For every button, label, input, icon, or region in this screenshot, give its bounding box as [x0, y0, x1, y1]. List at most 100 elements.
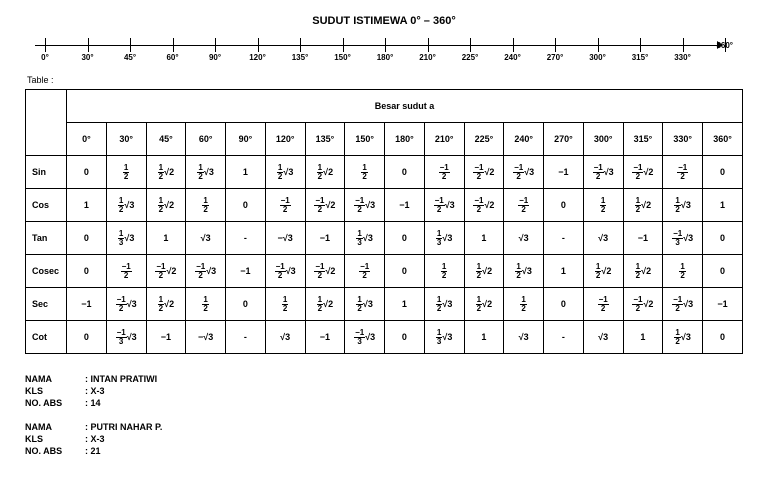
numberline-tick: [300, 38, 301, 52]
table-cell: −12√2: [623, 156, 663, 189]
table-cell: 12√2: [623, 255, 663, 288]
numberline-end-label: 360°: [716, 41, 733, 50]
table-cell: 12: [265, 288, 305, 321]
table-cell: −12: [583, 288, 623, 321]
table-cell: 0: [385, 222, 425, 255]
table-cell: 13√3: [424, 222, 464, 255]
table-cell: 0: [544, 288, 584, 321]
table-cell: −12: [345, 255, 385, 288]
table-cell: −1: [226, 255, 266, 288]
table-cell: −12: [265, 189, 305, 222]
table-row: Sin01212√212√3112√312√2120−12−12√2−12√3−…: [26, 156, 743, 189]
meta-value: 14: [85, 398, 101, 408]
table-cell: 0: [67, 321, 107, 354]
numberline-label: 180°: [377, 53, 394, 62]
table-row: Cos112√312√2120−12−12√2−12√3−1−12√3−12√2…: [26, 189, 743, 222]
numberline-tick: [88, 38, 89, 52]
table-cell: √3: [583, 321, 623, 354]
angle-header: 45°: [146, 123, 186, 156]
table-cell: −12: [663, 156, 703, 189]
numberline-tick: [343, 38, 344, 52]
table-cell: −12√3: [106, 288, 146, 321]
table-cell: 1: [226, 156, 266, 189]
table-cell: −1: [305, 222, 345, 255]
table-cell: 0: [703, 255, 743, 288]
table-cell: -: [226, 222, 266, 255]
table-cell: −12√3: [424, 189, 464, 222]
numberline-label: 300°: [589, 53, 606, 62]
meta-row: NO. ABS14: [25, 398, 743, 408]
table-cell: -: [544, 222, 584, 255]
table-cell: 12√2: [583, 255, 623, 288]
table-cell: 12√3: [504, 255, 544, 288]
table-cell: −1: [385, 189, 425, 222]
table-cell: 12√2: [305, 156, 345, 189]
table-cell: √3: [186, 222, 226, 255]
table-cell: 12: [663, 255, 703, 288]
angle-header: 150°: [345, 123, 385, 156]
table-cell: −13√3: [106, 321, 146, 354]
table-cell: 0: [226, 288, 266, 321]
table-cell: 1: [385, 288, 425, 321]
meta-value: X-3: [85, 386, 105, 396]
table-cell: 12√3: [424, 288, 464, 321]
row-header: Sec: [26, 288, 67, 321]
numberline-tick: [513, 38, 514, 52]
table-cell: 12√3: [265, 156, 305, 189]
numberline-tick: [470, 38, 471, 52]
table-cell: 13√3: [345, 222, 385, 255]
table-cell: −12: [504, 189, 544, 222]
numberline-label: 30°: [81, 53, 93, 62]
angle-header: 315°: [623, 123, 663, 156]
table-cell: −12√2: [305, 255, 345, 288]
table-cell: 12: [504, 288, 544, 321]
table-cell: 0: [703, 321, 743, 354]
table-cell: 12√3: [345, 288, 385, 321]
row-header: Sin: [26, 156, 67, 189]
table-cell: −1: [67, 288, 107, 321]
table-cell: 0: [226, 189, 266, 222]
table-cell: 12: [106, 156, 146, 189]
numberline-tick: [258, 38, 259, 52]
numberline-label: 210°: [419, 53, 436, 62]
angle-header: 270°: [544, 123, 584, 156]
table-cell: −12√2: [305, 189, 345, 222]
table-cell: 12√2: [146, 288, 186, 321]
row-header: Cosec: [26, 255, 67, 288]
table-cell: 1: [623, 321, 663, 354]
numberline-tick: [385, 38, 386, 52]
table-cell: -: [226, 321, 266, 354]
meta-key: NAMA: [25, 422, 85, 432]
numberline-tick: [215, 38, 216, 52]
angle-header: 330°: [663, 123, 703, 156]
table-cell: −12√2: [146, 255, 186, 288]
meta-key: NO. ABS: [25, 398, 85, 408]
table-cell: 12√3: [663, 189, 703, 222]
table-row: Cosec0−12−12√2−12√3−1−12√3−12√2−1201212√…: [26, 255, 743, 288]
table-cell: −1: [703, 288, 743, 321]
numberline-tick: [683, 38, 684, 52]
table-cell: 0: [67, 156, 107, 189]
meta-key: KLS: [25, 386, 85, 396]
table-cell: 12√2: [464, 255, 504, 288]
table-cell: 0: [385, 321, 425, 354]
table-cell: 12√2: [623, 189, 663, 222]
angle-header: 360°: [703, 123, 743, 156]
meta-key: NAMA: [25, 374, 85, 384]
table-cell: −12√3: [186, 255, 226, 288]
numberline-tick: [640, 38, 641, 52]
table-cell: 0: [544, 189, 584, 222]
numberline-tick: [173, 38, 174, 52]
table-cell: 1: [464, 321, 504, 354]
angle-header: 90°: [226, 123, 266, 156]
row-header: Tan: [26, 222, 67, 255]
table-cell: −12√2: [464, 189, 504, 222]
meta-value: INTAN PRATIWI: [85, 374, 157, 384]
table-cell: −12√3: [583, 156, 623, 189]
numberline-label: 315°: [632, 53, 649, 62]
page-title: SUDUT ISTIMEWA 0° – 360°: [25, 15, 743, 27]
numberline-label: 135°: [292, 53, 309, 62]
table-cell: −√3: [265, 222, 305, 255]
angle-header: 135°: [305, 123, 345, 156]
angle-header: 60°: [186, 123, 226, 156]
